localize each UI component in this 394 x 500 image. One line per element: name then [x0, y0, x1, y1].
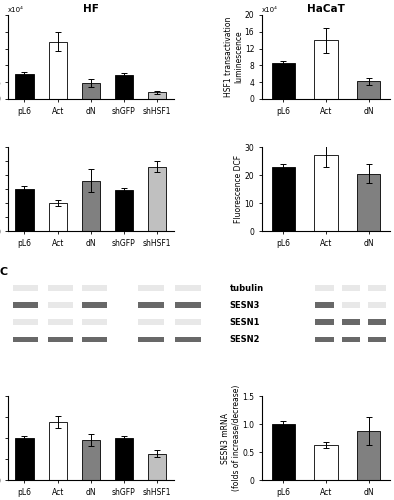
- Bar: [175, 336, 201, 342]
- Bar: [48, 422, 67, 480]
- Bar: [148, 454, 166, 480]
- Bar: [342, 302, 360, 308]
- Bar: [342, 336, 360, 342]
- Text: tubulin: tubulin: [230, 284, 264, 292]
- Bar: [82, 336, 108, 342]
- Bar: [115, 190, 133, 231]
- Bar: [48, 203, 67, 231]
- Bar: [15, 438, 33, 480]
- Bar: [15, 189, 33, 231]
- Text: x10⁴: x10⁴: [262, 8, 278, 14]
- Bar: [357, 430, 381, 480]
- Bar: [15, 74, 33, 99]
- Bar: [48, 320, 72, 325]
- Bar: [148, 92, 166, 99]
- Bar: [13, 285, 38, 290]
- Bar: [314, 446, 338, 480]
- Bar: [342, 320, 360, 325]
- Bar: [82, 83, 100, 99]
- Bar: [368, 320, 387, 325]
- Bar: [48, 336, 72, 342]
- Bar: [357, 82, 381, 99]
- Bar: [316, 302, 334, 308]
- Bar: [138, 285, 164, 290]
- Bar: [138, 320, 164, 325]
- Bar: [342, 285, 360, 290]
- Title: HF: HF: [83, 4, 99, 14]
- Bar: [138, 336, 164, 342]
- Bar: [316, 336, 334, 342]
- Y-axis label: Fluorescence DCF: Fluorescence DCF: [234, 155, 243, 223]
- Text: x10⁴: x10⁴: [8, 8, 24, 14]
- Bar: [175, 320, 201, 325]
- Title: HaCaT: HaCaT: [307, 4, 345, 14]
- Bar: [82, 302, 108, 308]
- Bar: [316, 285, 334, 290]
- Bar: [115, 438, 133, 480]
- Bar: [13, 302, 38, 308]
- Bar: [271, 166, 295, 231]
- Bar: [48, 285, 72, 290]
- Bar: [82, 320, 108, 325]
- Bar: [148, 166, 166, 231]
- Bar: [271, 424, 295, 480]
- Bar: [82, 180, 100, 231]
- Bar: [357, 174, 381, 231]
- Bar: [13, 320, 38, 325]
- Bar: [82, 440, 100, 480]
- Bar: [82, 285, 108, 290]
- Y-axis label: HSF1 transactivation
luminescence: HSF1 transactivation luminescence: [224, 17, 243, 97]
- Bar: [115, 76, 133, 99]
- Bar: [368, 302, 387, 308]
- Bar: [48, 302, 72, 308]
- Bar: [368, 336, 387, 342]
- Y-axis label: SESN3 mRNA
(folds of increase/decrease): SESN3 mRNA (folds of increase/decrease): [221, 385, 241, 491]
- Text: SESN3: SESN3: [230, 301, 260, 310]
- Bar: [316, 320, 334, 325]
- Bar: [48, 42, 67, 99]
- Bar: [368, 285, 387, 290]
- Bar: [271, 64, 295, 99]
- Bar: [175, 302, 201, 308]
- Bar: [314, 156, 338, 231]
- Bar: [13, 336, 38, 342]
- Bar: [138, 302, 164, 308]
- Bar: [175, 285, 201, 290]
- Text: SESN2: SESN2: [230, 335, 260, 344]
- Bar: [314, 40, 338, 99]
- Text: C: C: [0, 267, 7, 277]
- Text: SESN1: SESN1: [230, 318, 260, 327]
